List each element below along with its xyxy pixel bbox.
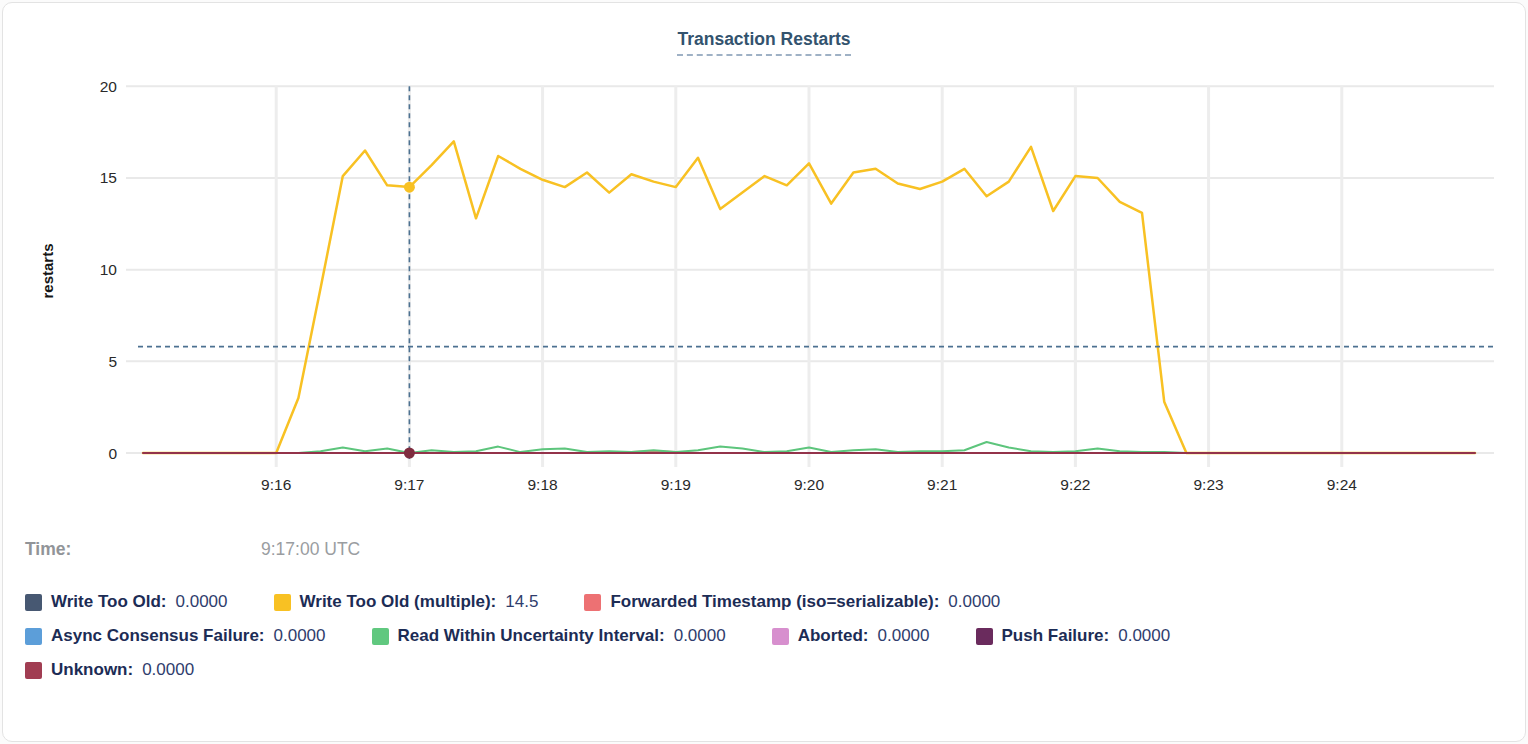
chart-legend: Write Too Old: 0.0000 Write Too Old (multi… [25, 592, 1505, 694]
legend-item-label: Aborted: [798, 626, 869, 646]
x-tick-label: 9:17 [394, 476, 424, 493]
screenshot-stage: Transaction Restarts restarts 051015209:… [0, 0, 1528, 744]
legend-swatch-icon [25, 628, 42, 645]
hover-dot-write-too-old-multiple [404, 182, 415, 193]
y-axis-label: restarts [39, 243, 56, 298]
x-tick-label: 9:24 [1327, 476, 1358, 493]
legend-row: Unknown: 0.0000 [25, 660, 1505, 680]
legend-swatch-icon [976, 628, 993, 645]
legend-row: Async Consensus Failure:0.0000Read Withi… [25, 626, 1505, 646]
legend-swatch-icon [372, 628, 389, 645]
legend-item-label: Write Too Old: [51, 592, 167, 612]
hover-time-value: 9:17:00 UTC [261, 539, 360, 560]
y-tick-label: 15 [100, 169, 117, 186]
legend-item-async-consensus-failure[interactable]: Async Consensus Failure: 0.0000 [25, 626, 326, 646]
legend-item-label: Forwarded Timestamp (iso=serializable): [610, 592, 939, 612]
hover-time-label: Time: [25, 539, 71, 559]
hover-dot-unknown [404, 448, 415, 459]
legend-item-forwarded-timestamp-iso-serializable[interactable]: Forwarded Timestamp (iso=serializable): 0… [584, 592, 1000, 612]
legend-item-value: 0.0000 [1118, 626, 1170, 646]
legend-swatch-icon [25, 594, 42, 611]
transaction-restarts-chart[interactable]: restarts 0 5 10 15 20 9:16 9:17 9:18 9:19 9:20 9:2… [3, 3, 1528, 525]
x-tick-label: 9:20 [794, 476, 825, 493]
legend-swatch-icon [274, 594, 291, 611]
legend-item-push-failure[interactable]: Push Failure: 0.0000 [976, 626, 1171, 646]
plot-area: 0 5 10 15 20 9:16 9:17 9:18 9:19 9:20 9:21 9:22 9:23… [100, 78, 1494, 493]
legend-item-value: 0.0000 [878, 626, 930, 646]
legend-swatch-icon [25, 662, 42, 679]
legend-item-value: 0.0000 [274, 626, 326, 646]
legend-swatch-icon [584, 594, 601, 611]
legend-item-write-too-old[interactable]: Write Too Old: 0.0000 [25, 592, 228, 612]
legend-item-read-within-uncertainty-interval[interactable]: Read Within Uncertainty Interval: 0.0000 [372, 626, 726, 646]
y-tick-label: 0 [108, 445, 117, 462]
x-tick-label: 9:21 [927, 476, 957, 493]
hover-time-row: Time: 9:17:00 UTC [25, 539, 71, 560]
legend-item-label: Write Too Old (multiple): [300, 592, 497, 612]
legend-item-aborted[interactable]: Aborted: 0.0000 [772, 626, 930, 646]
x-tick-label: 9:23 [1194, 476, 1224, 493]
legend-item-label: Unknown: [51, 660, 133, 680]
chart-card: Transaction Restarts restarts 051015209:… [2, 2, 1526, 742]
x-tick-label: 9:22 [1060, 476, 1090, 493]
legend-item-value: 14.5 [505, 592, 538, 612]
x-tick-label: 9:16 [261, 476, 291, 493]
legend-row: Write Too Old: 0.0000 Write Too Old (multi… [25, 592, 1505, 612]
legend-item-write-too-old-multiple[interactable]: Write Too Old (multiple): 14.5 [274, 592, 539, 612]
y-tick-label: 20 [100, 78, 118, 95]
legend-item-value: 0.0000 [948, 592, 1000, 612]
legend-item-label: Push Failure: [1002, 626, 1110, 646]
y-tick-label: 5 [108, 353, 117, 370]
legend-item-label: Async Consensus Failure: [51, 626, 265, 646]
x-tick-label: 9:19 [661, 476, 691, 493]
legend-item-value: 0.0000 [674, 626, 726, 646]
legend-item-value: 0.0000 [142, 660, 194, 680]
y-tick-label: 10 [100, 261, 118, 278]
legend-item-unknown[interactable]: Unknown: 0.0000 [25, 660, 194, 680]
legend-item-value: 0.0000 [176, 592, 228, 612]
x-tick-label: 9:18 [528, 476, 558, 493]
legend-swatch-icon [772, 628, 789, 645]
legend-item-label: Read Within Uncertainty Interval: [398, 626, 665, 646]
